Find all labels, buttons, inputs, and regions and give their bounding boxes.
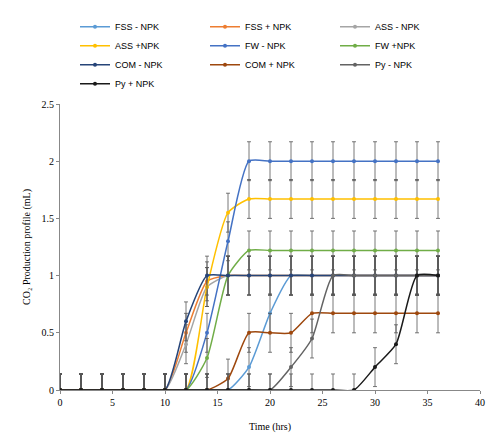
svg-text:Py + NPK: Py + NPK xyxy=(115,79,154,89)
svg-text:0.5: 0.5 xyxy=(42,327,55,338)
svg-text:0: 0 xyxy=(58,397,63,408)
svg-text:20: 20 xyxy=(265,397,275,408)
svg-text:40: 40 xyxy=(475,397,485,408)
svg-text:1: 1 xyxy=(49,270,54,281)
svg-text:15: 15 xyxy=(213,397,223,408)
svg-text:Py - NPK: Py - NPK xyxy=(375,60,412,70)
svg-text:FW +NPK: FW +NPK xyxy=(375,41,415,51)
svg-text:CO₂ Production profile (mL): CO₂ Production profile (mL) xyxy=(21,189,33,305)
svg-text:1.5: 1.5 xyxy=(42,213,55,224)
svg-text:0: 0 xyxy=(49,385,54,396)
svg-text:2.5: 2.5 xyxy=(42,99,55,110)
svg-text:COM - NPK: COM - NPK xyxy=(115,60,163,70)
svg-text:FSS - NPK: FSS - NPK xyxy=(115,22,159,32)
svg-text:2: 2 xyxy=(49,156,54,167)
svg-text:10: 10 xyxy=(160,397,170,408)
svg-text:COM + NPK: COM + NPK xyxy=(245,60,295,70)
svg-text:5: 5 xyxy=(110,397,115,408)
svg-text:30: 30 xyxy=(370,397,380,408)
svg-text:25: 25 xyxy=(318,397,328,408)
svg-text:Time (hrs): Time (hrs) xyxy=(249,421,291,433)
svg-text:35: 35 xyxy=(423,397,433,408)
svg-text:ASS +NPK: ASS +NPK xyxy=(115,41,159,51)
svg-text:FSS + NPK: FSS + NPK xyxy=(245,22,291,32)
svg-text:ASS - NPK: ASS - NPK xyxy=(375,22,420,32)
svg-text:FW - NPK: FW - NPK xyxy=(245,41,286,51)
